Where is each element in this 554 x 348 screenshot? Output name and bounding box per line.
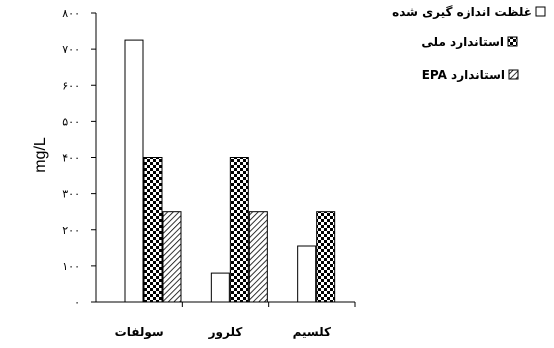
y-tick-label: ۷۰۰ <box>62 43 80 56</box>
y-tick-label: ۸۰۰ <box>62 7 80 20</box>
legend-swatch <box>508 69 519 80</box>
y-tick-label: ۱۰۰ <box>62 260 80 273</box>
bar-1-cat-2 <box>210 272 230 303</box>
y-ticks: ۰ ۱۰۰ ۲۰۰ ۳۰۰ ۴۰۰ ۵۰۰ ۶۰۰ ۷۰۰ ۸۰۰ <box>62 7 96 309</box>
x-ticks: سولفات کلرور کلسیم <box>115 325 331 340</box>
bar-2-cat-3 <box>316 211 336 303</box>
bar-2-cat-2 <box>229 157 249 303</box>
bars <box>124 39 336 303</box>
legend-label: غلظت اندازه گیری شده <box>392 5 532 19</box>
y-tick-label: ۳۰۰ <box>62 188 80 201</box>
bar-1-cat-3 <box>297 245 317 303</box>
x-tick-label: کلسیم <box>293 325 331 339</box>
bar-3-cat-2 <box>248 211 268 303</box>
legend-swatch <box>507 36 518 47</box>
y-tick-label: ۶۰۰ <box>62 79 80 92</box>
y-tick-label: ۲۰۰ <box>62 224 80 237</box>
bar-3-cat-1 <box>162 211 182 303</box>
bar-1-cat-1 <box>124 39 144 303</box>
y-tick-label: ۴۰۰ <box>62 152 80 165</box>
legend-swatch <box>535 6 546 17</box>
y-tick-label: ۵۰۰ <box>62 115 80 128</box>
bar-2-cat-1 <box>143 157 163 303</box>
x-tick-label: کلرور <box>208 325 243 340</box>
y-axis-label: mg/L <box>32 137 49 173</box>
legend-label: استاندارد ملی <box>421 35 504 49</box>
legend: غلظت اندازه گیری شده استاندارد ملی استاندا… <box>392 5 546 82</box>
x-tick-label: سولفات <box>115 325 164 340</box>
legend-label: استاندارد EPA <box>422 68 505 82</box>
y-tick-label: ۰ <box>74 296 80 309</box>
